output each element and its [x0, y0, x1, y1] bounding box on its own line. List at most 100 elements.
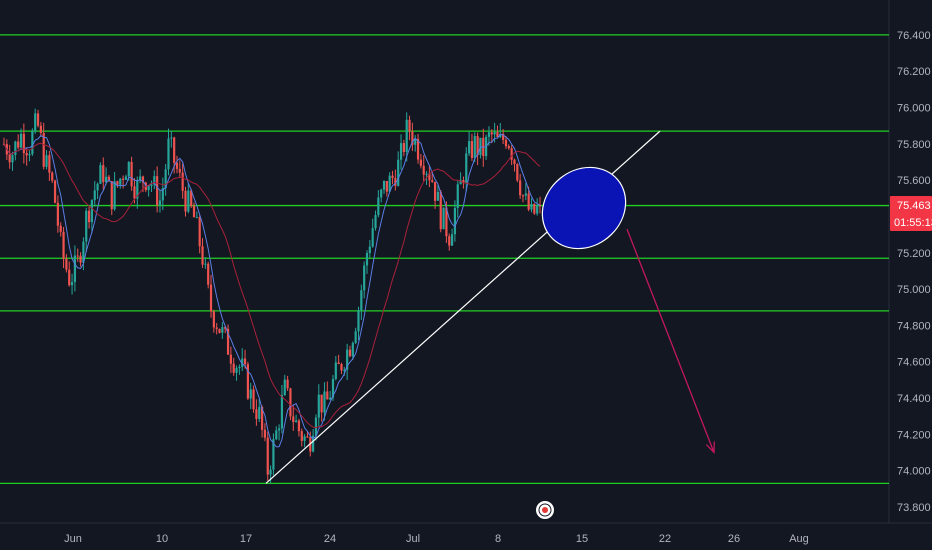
candle-body — [419, 159, 422, 166]
candle-body — [224, 327, 227, 329]
candle-body — [113, 181, 116, 210]
moving-averages — [3, 133, 541, 448]
candle-body — [226, 328, 230, 355]
time-tick-label: Aug — [789, 533, 809, 545]
candle-body — [397, 159, 400, 186]
candle-body — [445, 207, 448, 237]
candle-body — [368, 246, 371, 254]
candle-body — [450, 234, 454, 246]
candle-body — [487, 132, 491, 137]
candle-body — [73, 255, 76, 283]
candle-body — [456, 184, 459, 208]
candle-body — [19, 133, 23, 148]
candle-body — [133, 186, 136, 199]
candle-body — [377, 197, 380, 216]
candle-body — [96, 183, 99, 191]
time-axis[interactable]: Jun 10 17 24 Jul 8 15 22 26 Aug — [64, 533, 809, 545]
candle-body — [425, 173, 428, 175]
last-price-badge-box — [890, 196, 932, 232]
time-tick-label: 24 — [324, 533, 336, 545]
candle-body — [516, 164, 519, 181]
candle-body — [25, 153, 28, 156]
candle-body — [204, 263, 207, 265]
candle-body — [139, 176, 142, 181]
candle-body — [408, 119, 411, 132]
candle-body — [300, 431, 303, 441]
candle-body — [150, 184, 153, 187]
candle-body — [326, 391, 329, 400]
time-tick-label: 22 — [659, 533, 671, 545]
time-tick-label: 10 — [156, 533, 168, 545]
candle-body — [524, 193, 527, 196]
horizontal-levels[interactable] — [0, 34, 889, 484]
candle-body — [170, 137, 173, 139]
candle-body — [48, 155, 51, 173]
time-tick-label: Jul — [406, 533, 420, 545]
candle-body — [283, 379, 286, 396]
candle-body — [394, 178, 397, 186]
candle-body — [331, 378, 335, 398]
candle-body — [181, 172, 184, 191]
candle-body — [346, 349, 349, 370]
candle-body — [212, 311, 215, 328]
candle-body — [76, 255, 79, 257]
candle-body — [453, 207, 457, 235]
candle-body — [258, 406, 261, 419]
candle-body — [161, 188, 164, 201]
candle-body — [56, 202, 59, 226]
time-tick-label: 26 — [728, 533, 740, 545]
candle-body — [374, 215, 377, 229]
candle-body — [192, 205, 196, 218]
candle-body — [238, 366, 241, 369]
candle-body — [263, 429, 267, 438]
candle-body — [209, 284, 213, 312]
candle-body — [343, 369, 346, 371]
candle-body — [164, 169, 167, 189]
candle-body — [439, 191, 442, 230]
price-axis[interactable]: 76.40076.20076.00075.80075.60075.40075.2… — [897, 30, 931, 514]
candle-body — [241, 358, 244, 367]
candle-body — [502, 133, 505, 140]
candle-body — [411, 131, 414, 145]
candle-body — [17, 141, 20, 148]
candle-body — [110, 181, 113, 210]
candle-body — [79, 255, 82, 263]
candle-body — [306, 436, 309, 438]
candle-body — [178, 168, 181, 173]
candle-body — [62, 231, 65, 259]
candle-body — [348, 349, 352, 357]
candle-body — [31, 131, 34, 155]
time-tick-label: 15 — [576, 533, 588, 545]
candle-body — [14, 141, 17, 155]
candle-body — [507, 146, 510, 149]
event-marker-icon[interactable] — [536, 501, 554, 519]
candle-body — [416, 138, 420, 160]
drawings[interactable] — [265, 130, 715, 484]
candle-body — [215, 327, 218, 329]
candle-body — [136, 180, 139, 199]
candle-body — [275, 430, 278, 440]
candle-body — [8, 154, 11, 163]
candle-body — [521, 195, 525, 197]
candle-body — [70, 282, 74, 286]
slow-moving-average-line — [3, 142, 541, 429]
candle-body — [533, 203, 536, 214]
candle-body — [314, 417, 318, 436]
candle-body — [59, 225, 62, 232]
candle-body — [28, 154, 31, 156]
time-tick-label: 17 — [240, 533, 252, 545]
candle-body — [320, 394, 323, 413]
candle-body — [65, 258, 68, 270]
last-price-label: 75.463 — [897, 200, 931, 212]
candle-body — [323, 391, 326, 413]
candle-body — [221, 327, 224, 333]
highlight-ellipse — [541, 166, 627, 250]
candle-body — [102, 165, 105, 183]
candles — [2, 108, 542, 484]
candle-body — [468, 141, 471, 154]
candle-body — [504, 139, 508, 147]
candle-body — [436, 191, 440, 201]
candle-body — [122, 178, 125, 180]
